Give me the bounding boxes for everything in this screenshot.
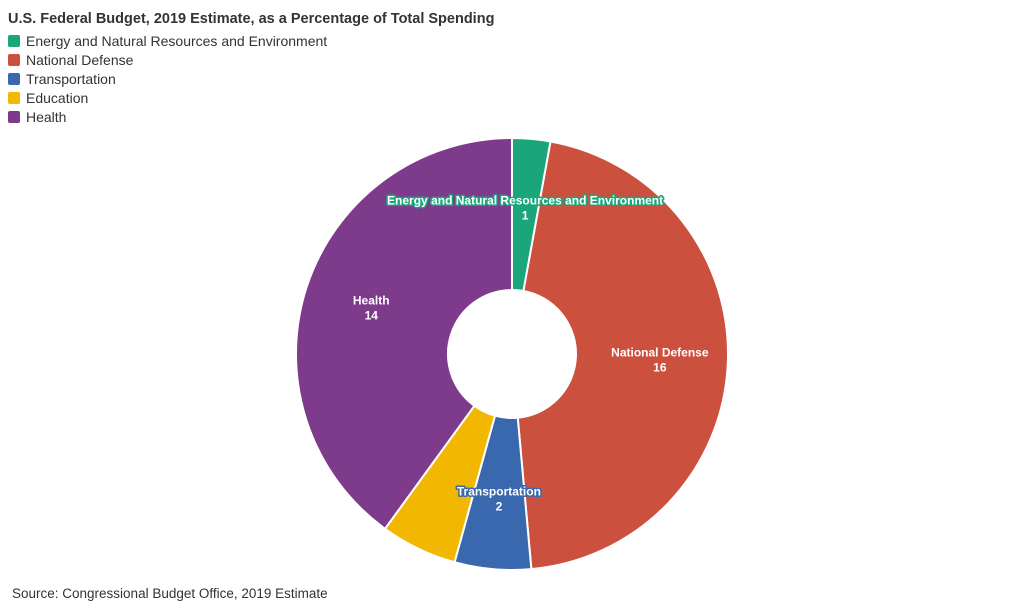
- legend-item-energy-and-natural-resources-and-environment[interactable]: Energy and Natural Resources and Environ…: [8, 31, 327, 50]
- legend-swatch: [8, 110, 20, 123]
- legend-swatch: [8, 72, 20, 85]
- chart-title: U.S. Federal Budget, 2019 Estimate, as a…: [8, 11, 495, 27]
- data-label-transportation: Transportation 2: [457, 484, 541, 513]
- legend-swatch: [8, 34, 20, 47]
- chart-legend: Energy and Natural Resources and Environ…: [8, 31, 327, 126]
- legend-item-transportation[interactable]: Transportation: [8, 69, 327, 88]
- legend-swatch: [8, 91, 20, 104]
- legend-label: National Defense: [26, 51, 134, 68]
- legend-item-education[interactable]: Education: [8, 88, 327, 107]
- legend-label: Energy and Natural Resources and Environ…: [26, 32, 328, 49]
- legend-label: Education: [26, 89, 89, 106]
- legend-label: Transportation: [26, 70, 116, 87]
- legend-label: Health: [26, 108, 67, 125]
- data-label-energy-and-natural-resources-and-environment: Energy and Natural Resources and Environ…: [387, 194, 663, 223]
- data-label-health: Health 14: [353, 293, 390, 322]
- data-label-national-defense: National Defense 16: [611, 346, 709, 375]
- legend-swatch: [8, 53, 20, 66]
- source-note: Source: Congressional Budget Office, 201…: [12, 586, 328, 601]
- legend-item-national-defense[interactable]: National Defense: [8, 50, 327, 69]
- slice-health[interactable]: [295, 136, 513, 531]
- slice-national-defense[interactable]: [516, 140, 729, 571]
- legend-item-health[interactable]: Health: [8, 107, 327, 126]
